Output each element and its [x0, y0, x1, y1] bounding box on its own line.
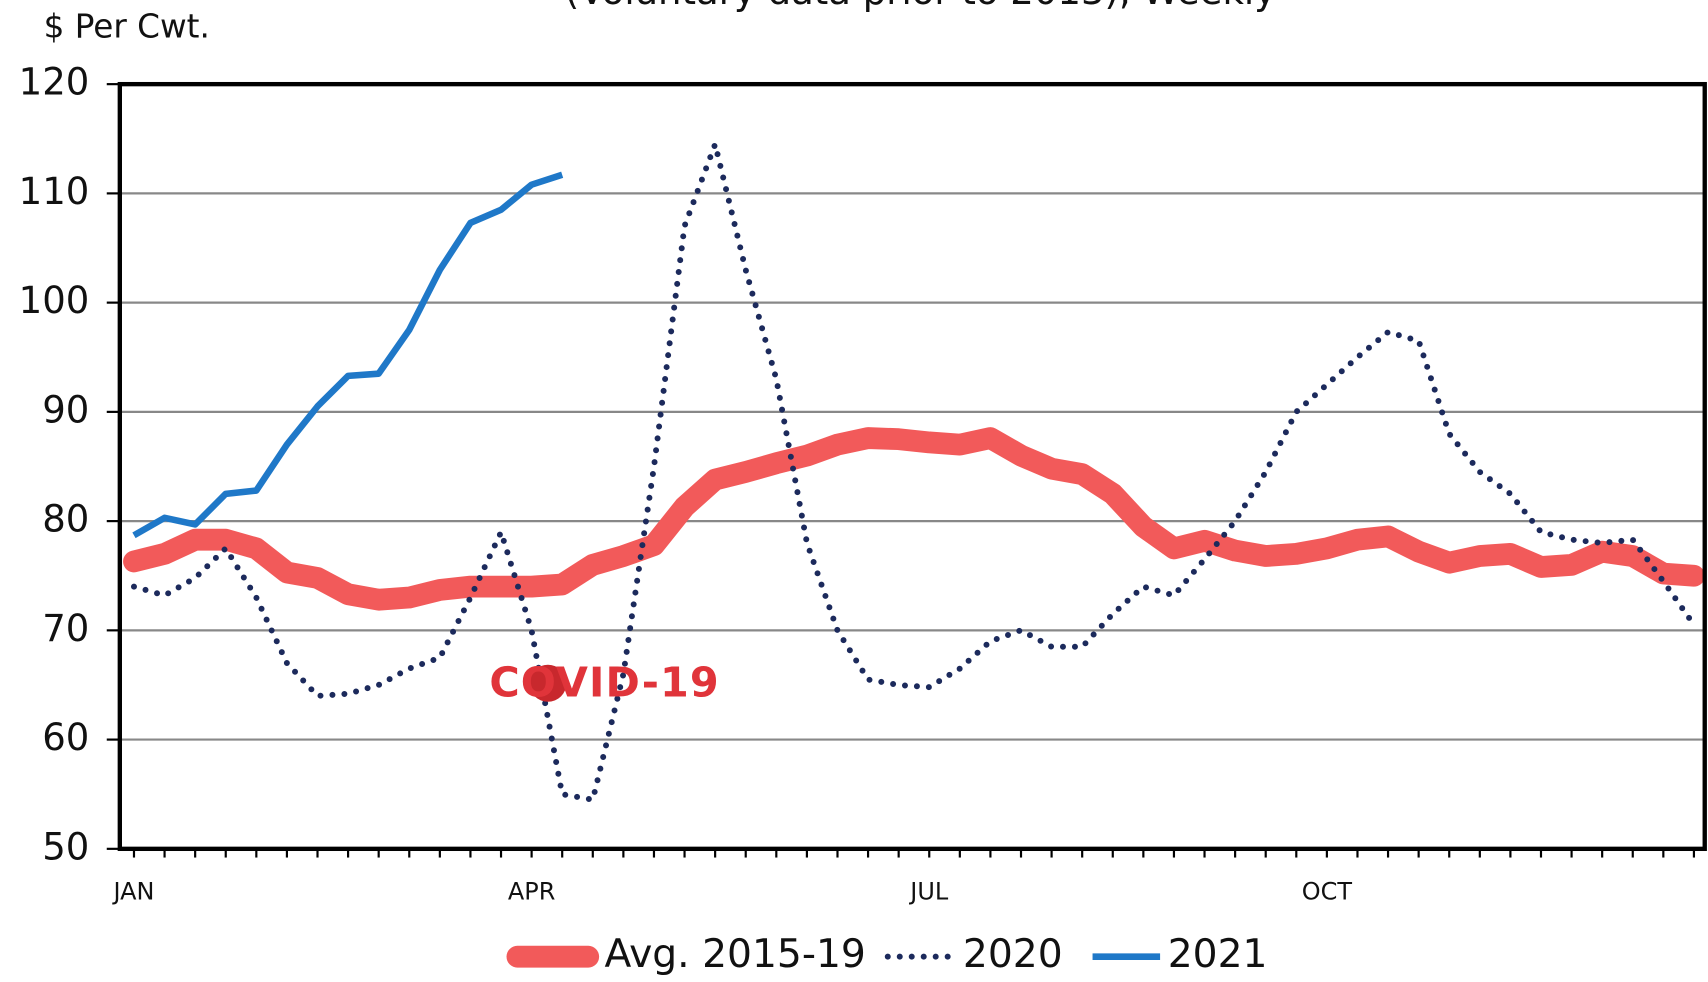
- annotation: COVID-19: [489, 658, 719, 706]
- y-tick-label: 50: [42, 825, 89, 868]
- legend-label: 2021: [1168, 932, 1268, 977]
- plot-frame: [117, 81, 1707, 852]
- legend-label: 2020: [963, 932, 1063, 977]
- y-axis-label: $ Per Cwt.: [44, 8, 210, 46]
- virus-icon: [529, 664, 567, 702]
- y-tick-label: 60: [42, 716, 89, 759]
- y-tick-label: 120: [19, 61, 90, 104]
- y-tick-label: 70: [42, 607, 89, 650]
- legend-label: Avg. 2015-19: [605, 932, 866, 977]
- series-line: [123, 427, 1705, 611]
- y-tick-label: 80: [42, 498, 89, 541]
- x-tick-label: JUL: [908, 877, 949, 905]
- y-tick-label: 100: [19, 279, 90, 322]
- chart-title: (Voluntary data prior to 2013), Weekly: [565, 0, 1276, 13]
- x-tick-label: APR: [508, 877, 555, 905]
- series-line: [132, 171, 564, 539]
- y-tick-label: 110: [19, 170, 90, 213]
- x-tick-label: OCT: [1302, 877, 1353, 905]
- y-tick-label: 90: [42, 388, 89, 431]
- series-line: [130, 141, 1697, 803]
- x-tick-label: JAN: [112, 877, 155, 905]
